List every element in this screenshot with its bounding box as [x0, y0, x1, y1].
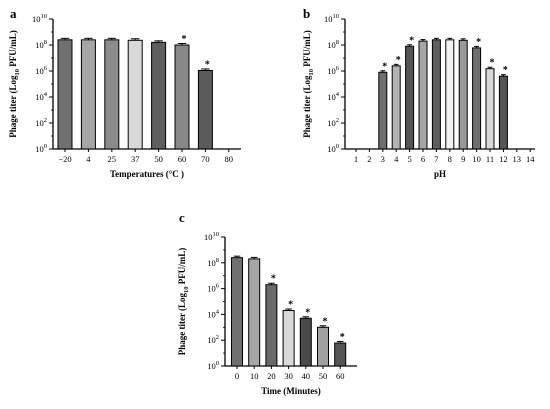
x-tick-label: 37	[131, 154, 140, 164]
x-tick-label: 30	[284, 371, 293, 381]
bar	[458, 39, 468, 150]
x-tick-label: 70	[201, 154, 210, 164]
y-axis-title: Phage titer (Log10 PFU/mL)	[177, 248, 190, 356]
x-tick-label: 50	[319, 371, 328, 381]
significance-star: *	[271, 274, 276, 285]
x-tick-label: 7	[434, 154, 438, 164]
y-tick-label: 102	[327, 117, 339, 128]
bar	[151, 41, 167, 150]
significance-star: *	[182, 34, 187, 45]
x-tick-label: 11	[486, 154, 494, 164]
bar	[248, 258, 261, 367]
bar	[317, 326, 329, 367]
bar	[80, 39, 96, 150]
y-tick-label: 106	[207, 283, 220, 294]
chart-panel-c: c 1010 108 106 104 102 100 0 10 20 * 30 * 40 * 50 * 60 * Ti…	[177, 210, 357, 396]
bar	[445, 39, 455, 150]
x-tick-label: 1	[354, 154, 358, 164]
x-tick-label: 8	[448, 154, 452, 164]
x-tick-label: 10	[250, 371, 259, 381]
y-tick-label: 102	[35, 117, 47, 128]
bar	[485, 68, 495, 150]
chart-panel-a: a 1010 108 106 104 102 100 −20 4 25 37 50 60 * 70 * 80 Te…	[8, 6, 241, 179]
x-tick-label: −20	[58, 154, 71, 164]
y-tick-label: 100	[35, 143, 47, 154]
bar	[334, 342, 347, 367]
x-tick-label: 0	[235, 371, 239, 381]
bar	[265, 284, 278, 367]
x-tick-label: 14	[526, 154, 535, 164]
y-tick-label: 1010	[204, 231, 219, 242]
significance-star: *	[382, 61, 387, 72]
x-tick-label: 6	[421, 154, 425, 164]
x-tick-label: 2	[367, 154, 371, 164]
y-tick-label: 102	[207, 334, 219, 345]
y-axis-title: Phage titer (Log10 PFU/mL)	[302, 30, 315, 138]
y-tick-label: 108	[207, 257, 219, 268]
x-tick-label: 9	[461, 154, 465, 164]
significance-star: *	[305, 307, 310, 318]
bar	[378, 71, 388, 150]
bar	[282, 310, 295, 367]
x-tick-label: 25	[108, 154, 117, 164]
x-tick-label: 12	[499, 154, 508, 164]
x-tick-label: 50	[154, 154, 163, 164]
x-tick-label: 80	[225, 154, 234, 164]
y-tick-label: 104	[327, 91, 340, 102]
bar	[174, 44, 190, 150]
bar	[405, 45, 415, 150]
panel-letter: b	[303, 6, 310, 21]
y-tick-label: 106	[327, 65, 340, 76]
significance-star: *	[396, 55, 401, 66]
x-tick-label: 13	[513, 154, 522, 164]
x-axis-title: Time (Minutes)	[261, 386, 321, 396]
x-tick-label: 40	[302, 371, 311, 381]
significance-star: *	[323, 316, 328, 327]
significance-star: *	[288, 300, 293, 311]
bar	[391, 65, 401, 150]
significance-star: *	[490, 58, 495, 69]
y-tick-label: 104	[207, 308, 220, 319]
x-axis-title: pH	[434, 169, 446, 179]
x-tick-label: 4	[394, 154, 399, 164]
significance-star: *	[340, 332, 345, 343]
significance-star: *	[409, 35, 414, 46]
significance-star: *	[503, 65, 508, 76]
y-tick-label: 100	[327, 143, 339, 154]
x-tick-label: 10	[472, 154, 481, 164]
bar	[299, 317, 312, 367]
bar	[431, 39, 441, 150]
y-tick-label: 106	[35, 65, 48, 76]
x-tick-label: 60	[336, 371, 345, 381]
bar	[57, 39, 73, 150]
y-tick-label: 1010	[32, 13, 47, 24]
bar	[231, 257, 243, 367]
y-axis-title: Phage titer (Log10 PFU/mL)	[8, 30, 21, 138]
x-tick-label: 3	[381, 154, 385, 164]
y-tick-label: 108	[327, 39, 339, 50]
bar	[197, 69, 213, 150]
x-tick-label: 60	[178, 154, 187, 164]
bar	[498, 75, 508, 150]
bar	[418, 40, 428, 150]
y-tick-label: 100	[207, 360, 219, 371]
x-tick-label: 4	[86, 154, 91, 164]
y-tick-label: 1010	[324, 13, 339, 24]
x-axis-title: Temperatures (°C )	[110, 169, 184, 179]
significance-star: *	[205, 59, 210, 70]
bar	[127, 39, 143, 150]
x-tick-label: 20	[267, 371, 276, 381]
panel-letter: a	[10, 6, 17, 21]
panel-letter: c	[179, 210, 185, 225]
y-tick-label: 104	[35, 91, 48, 102]
bar	[472, 47, 482, 150]
x-tick-label: 5	[407, 154, 411, 164]
bar	[104, 39, 120, 150]
y-tick-label: 108	[35, 39, 47, 50]
significance-star: *	[476, 37, 481, 48]
